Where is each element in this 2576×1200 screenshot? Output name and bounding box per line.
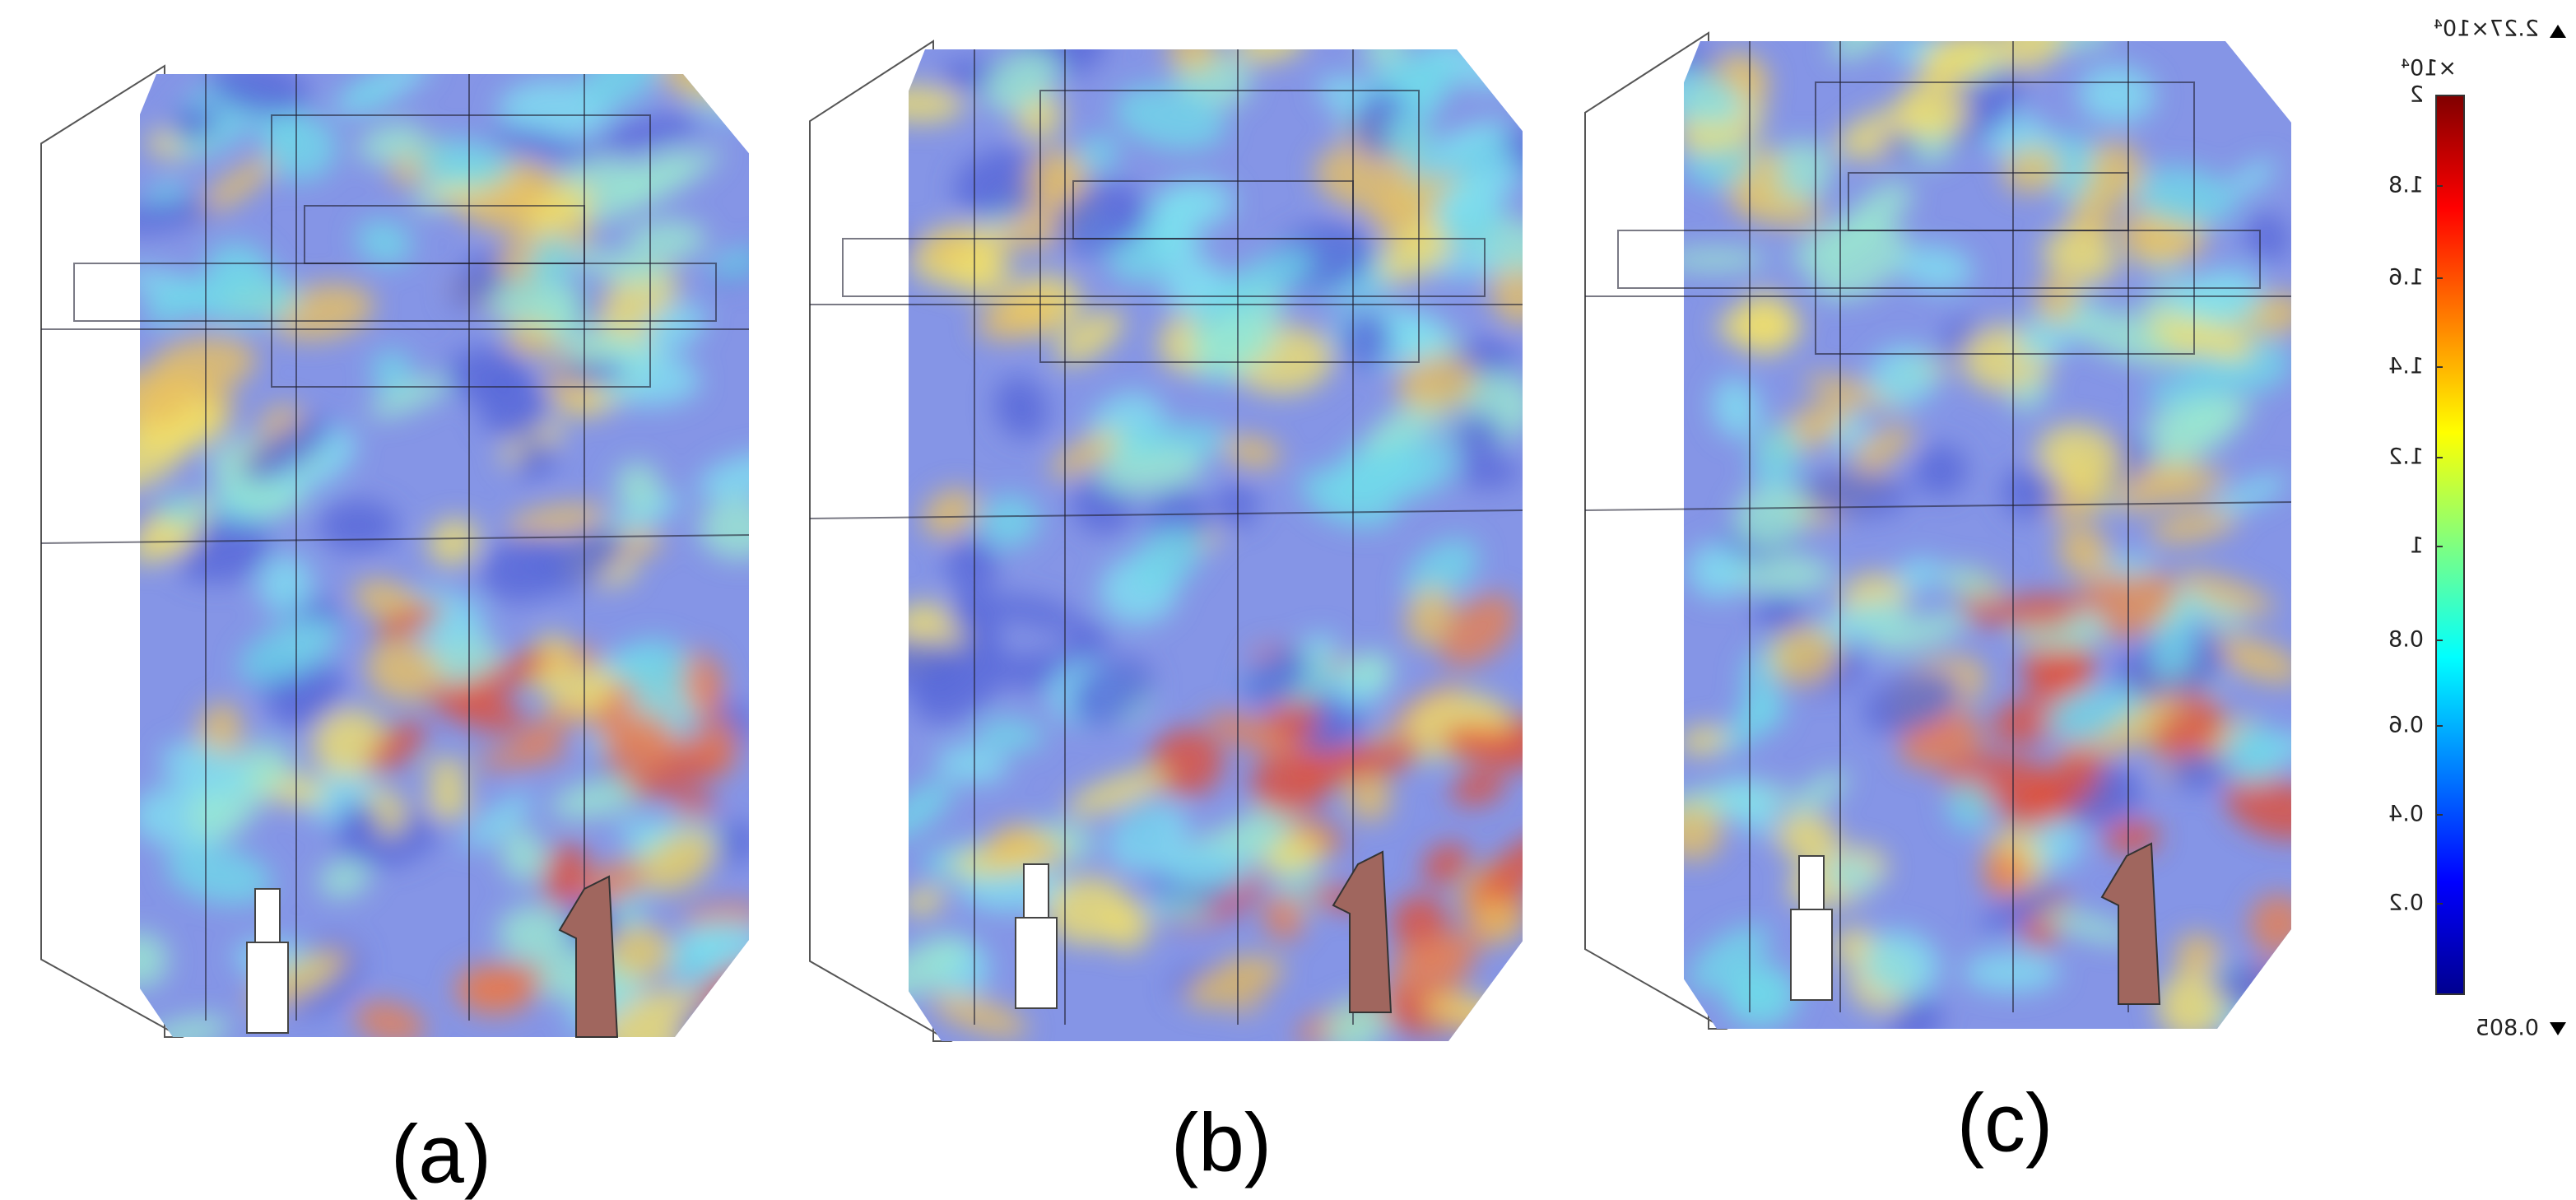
colorbar-tick-label: 0.6 bbox=[2388, 713, 2424, 738]
blob bbox=[686, 1014, 795, 1049]
panels bbox=[41, 0, 2332, 1077]
simulation-panel bbox=[41, 27, 799, 1077]
inlet bbox=[1024, 864, 1049, 918]
blob bbox=[1962, 952, 2060, 993]
colorbar-max: 2.27×10⁴ bbox=[2434, 16, 2539, 42]
blob bbox=[1486, 1014, 1560, 1056]
inlet bbox=[255, 889, 280, 942]
colorbar-tick-label: 1.8 bbox=[2388, 173, 2424, 198]
figure: (a) (b) (c) 2.27×10⁴ ×10⁴ 0.805 2 1.8 1.6 1… bbox=[0, 0, 2576, 1200]
field bbox=[41, 27, 799, 1077]
colorbar-tick-label: 2 bbox=[2410, 82, 2424, 108]
panel-label: (b) bbox=[1171, 1096, 1272, 1188]
field bbox=[810, 4, 1570, 1067]
colorbar-min: 0.805 bbox=[2476, 1016, 2539, 1041]
colorbar-tick-label: 0.2 bbox=[2388, 891, 2424, 916]
colorbar-tick-label: 0.4 bbox=[2388, 802, 2424, 827]
min-marker bbox=[2550, 1022, 2566, 1035]
panel-label: (a) bbox=[391, 1108, 491, 1200]
colorbar-tick-label: 1.6 bbox=[2388, 265, 2424, 291]
colorbar-tick-label: 1.2 bbox=[2388, 444, 2424, 470]
colorbar-tick-label: 1.4 bbox=[2388, 354, 2424, 379]
blob bbox=[264, 114, 337, 181]
field bbox=[1585, 0, 2332, 1053]
blob bbox=[425, 759, 467, 784]
blob bbox=[552, 360, 627, 385]
max-marker bbox=[2550, 25, 2566, 38]
inlet bbox=[247, 942, 288, 1033]
simulation-panel bbox=[810, 4, 1570, 1067]
panel-label: (c) bbox=[1957, 1077, 2053, 1169]
inlet bbox=[1791, 909, 1832, 1000]
colorbar-tick-label: 1 bbox=[2410, 533, 2424, 559]
colorbar bbox=[2436, 95, 2464, 994]
inlet bbox=[1799, 856, 1824, 909]
inlet bbox=[1016, 918, 1057, 1008]
simulation-panel bbox=[1585, 0, 2332, 1053]
colorbar-exponent: ×10⁴ bbox=[2401, 56, 2457, 81]
colorbar-tick-label: 0.8 bbox=[2388, 627, 2424, 653]
